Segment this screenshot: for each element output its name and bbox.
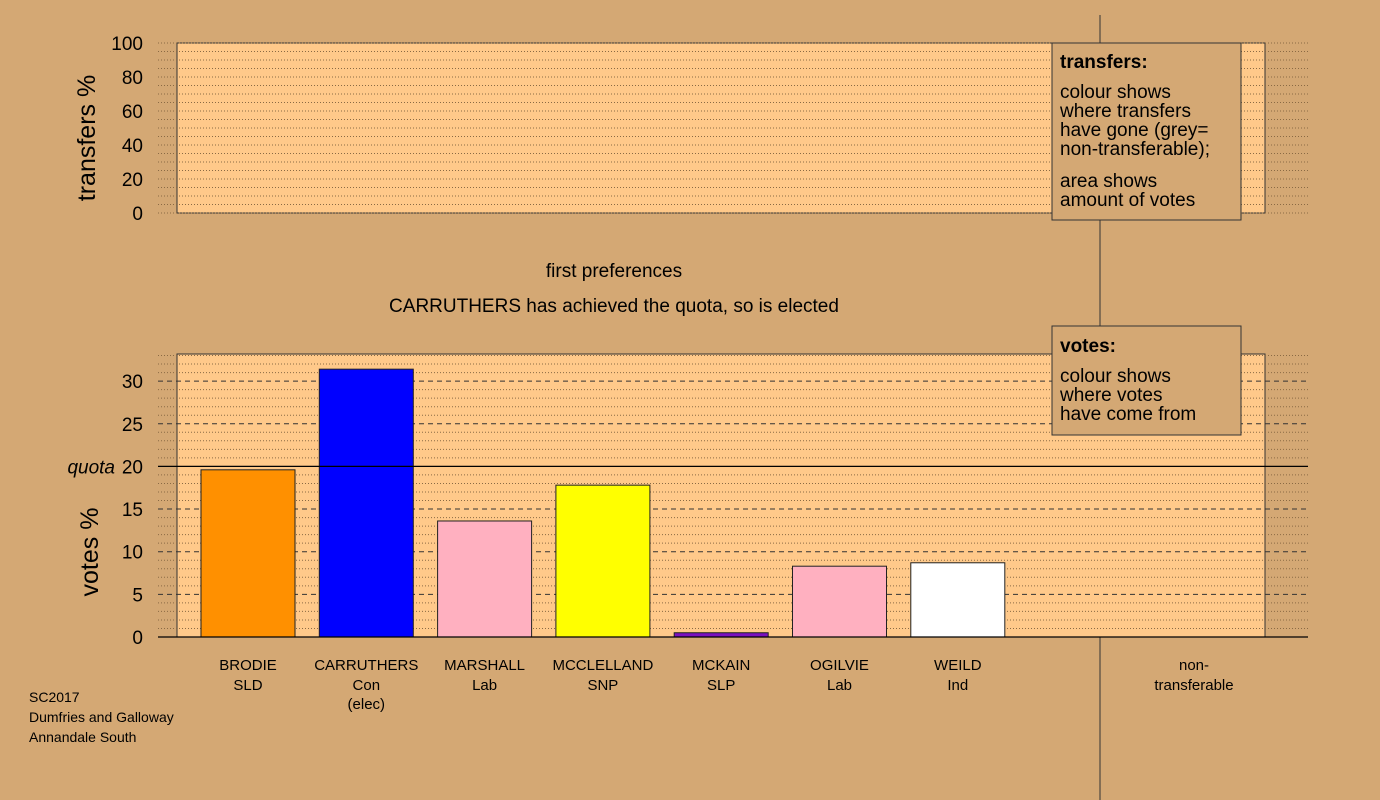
footer: SC2017 Dumfries and Galloway Annandale S… [29,689,174,745]
bar-brodie [200,469,296,638]
candidate-name: BRODIE [219,657,277,674]
candidate-party: SNP [587,677,618,694]
transfers-legend-box [1051,42,1242,221]
footer-ward: Annandale South [29,729,136,745]
bar-mckain [673,632,769,638]
votes-legend-box [1051,325,1242,436]
transfers-legend-line: amount of votes [1060,190,1195,211]
candidate-labels: BRODIE SLD CARRUTHERS Con (elec) MARSHALL Lab M… [219,657,981,713]
votes-legend-line: colour shows [1060,366,1171,387]
status-text: CARRUTHERS has achieved the quota, so is… [389,296,839,317]
quota-label: quota [67,457,115,478]
votes-legend-title: votes: [1060,336,1116,357]
transfers-legend-line: colour shows [1060,82,1171,103]
candidate-party: SLP [707,677,735,694]
votes-y-tick-label: 15 [122,500,143,521]
candidate-party: Ind [947,677,968,694]
transfers-y-tick-label: 100 [111,34,143,55]
candidate-name: MCCLELLAND [552,657,653,674]
candidate-party: Lab [827,677,852,694]
candidate-name: OGILVIE [810,657,869,674]
bar-weild [910,562,1006,638]
votes-bars [200,368,1006,638]
votes-legend-line: where votes [1059,385,1162,406]
nontransferable-label: non- [1179,657,1209,674]
votes-legend-line: have come from [1060,404,1196,425]
transfers-legend-line: area shows [1060,171,1157,192]
candidate-party: Lab [472,677,497,694]
candidate-name: WEILD [934,657,982,674]
votes-y-tick-label: 25 [122,415,143,436]
candidate-name: CARRUTHERS [314,657,418,674]
transfers-legend-line: have gone (grey= [1060,120,1208,141]
transfers-legend: transfers: colour shows where transfers … [1051,42,1242,221]
transfers-y-tick-label: 80 [122,68,143,89]
transfers-y-tick-label: 40 [122,136,143,157]
transfers-y-tick-label: 20 [122,170,143,191]
candidate-name: MARSHALL [444,657,525,674]
votes-y-tick-label: 0 [132,628,143,649]
votes-legend: votes: colour shows where votes have com… [1051,325,1242,436]
votes-y-axis-title: votes % [76,508,104,597]
votes-y-tick-label: 5 [132,585,143,606]
votes-y-tick-label: 10 [122,543,143,564]
transfers-y-tick-label: 0 [132,204,143,225]
transfers-legend-line: where transfers [1059,101,1191,122]
bar-marshall [437,520,533,638]
candidate-party: Con [353,677,381,694]
bar-mcclelland [555,484,651,638]
stage-label: first preferences [546,261,682,282]
bar-ogilvie [792,565,887,638]
candidate-status: (elec) [348,696,386,713]
transfers-legend-line: non-transferable); [1060,139,1210,160]
transfers-y-axis: 0 20 40 60 80 100 [111,34,143,225]
footer-council: Dumfries and Galloway [29,709,174,725]
candidate-party: SLD [233,677,262,694]
candidate-name: MCKAIN [692,657,750,674]
nontransferable-label: transferable [1154,677,1233,694]
transfers-y-tick-label: 60 [122,102,143,123]
bar-carruthers [318,368,414,638]
footer-election: SC2017 [29,689,80,705]
transfers-y-axis-title: transfers % [73,75,101,201]
votes-y-axis: 0 5 10 15 20 25 30 [122,372,143,649]
votes-y-tick-label: 30 [122,372,143,393]
votes-y-tick-label: 20 [122,457,143,478]
transfers-legend-title: transfers: [1060,52,1148,73]
